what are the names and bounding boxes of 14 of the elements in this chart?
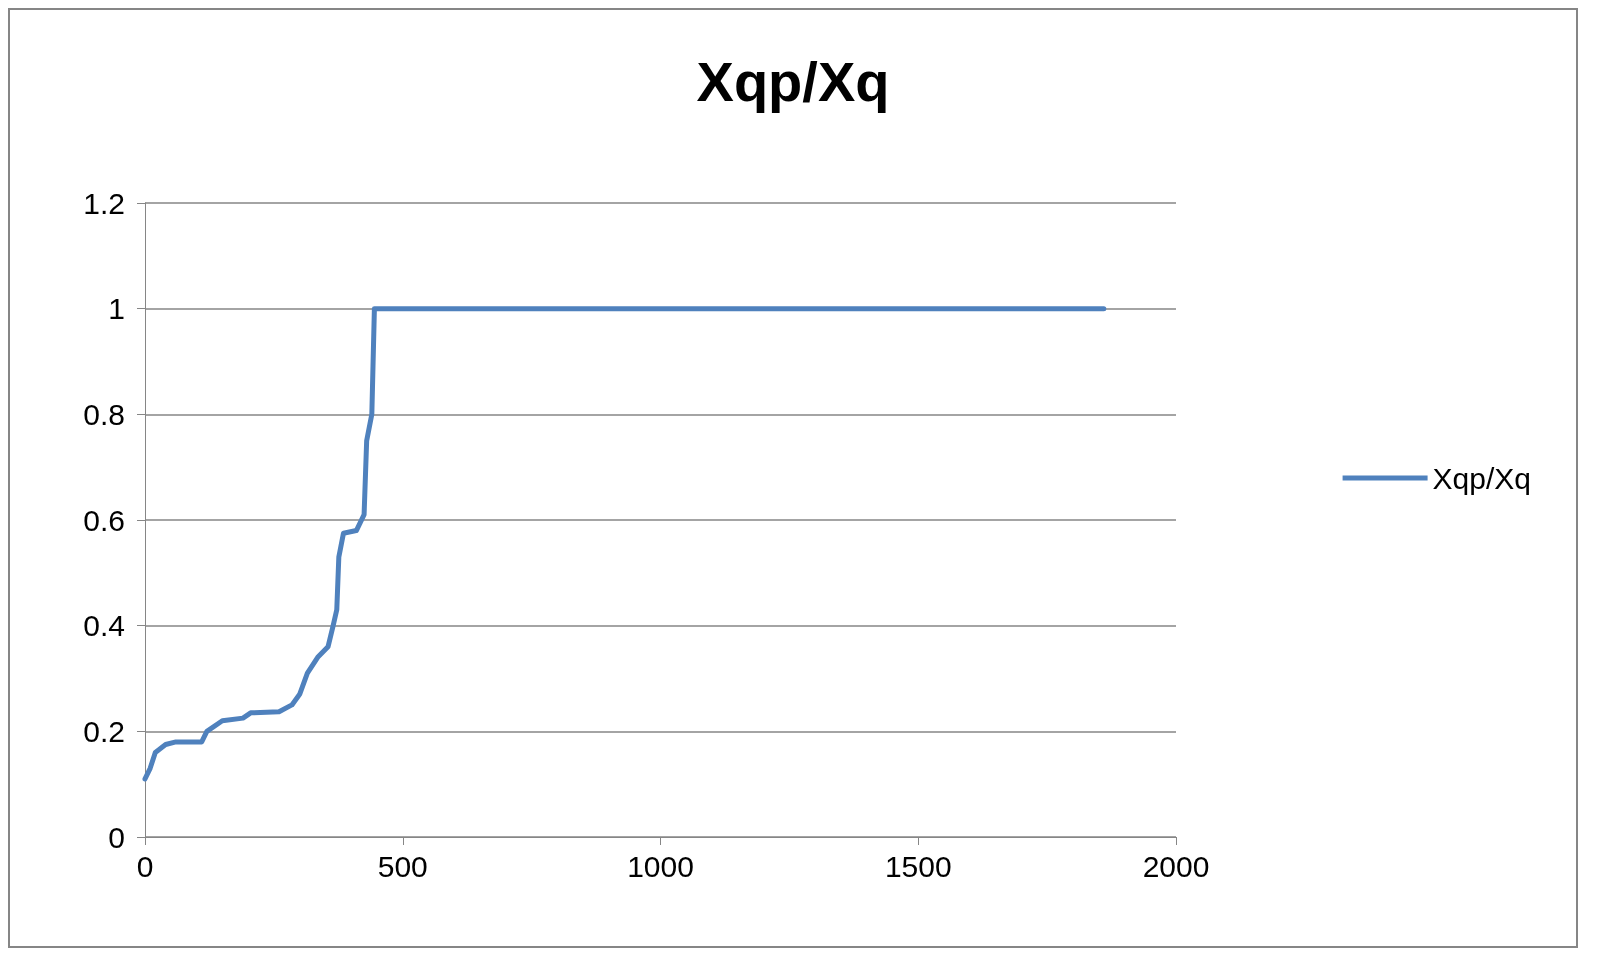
y-tick-label: 0.4 bbox=[83, 609, 125, 643]
y-tick-label: 0.8 bbox=[83, 397, 125, 431]
x-tick-label: 1500 bbox=[884, 849, 952, 883]
y-tick-label: 0.2 bbox=[83, 714, 125, 748]
x-tick-label: 500 bbox=[377, 849, 428, 883]
y-tick-label: 0 bbox=[108, 820, 125, 854]
y-tick-label: 1.2 bbox=[83, 186, 125, 220]
x-tick-label: 1000 bbox=[627, 849, 694, 883]
y-tick-label: 0.6 bbox=[83, 503, 125, 537]
x-tick-label: 2000 bbox=[1142, 849, 1210, 883]
legend-label: Xqp/Xq bbox=[1432, 461, 1532, 495]
y-tick-label: 1 bbox=[108, 292, 125, 326]
x-tick-label: 0 bbox=[136, 849, 154, 883]
chart-title: Xqp/Xq bbox=[696, 49, 890, 113]
